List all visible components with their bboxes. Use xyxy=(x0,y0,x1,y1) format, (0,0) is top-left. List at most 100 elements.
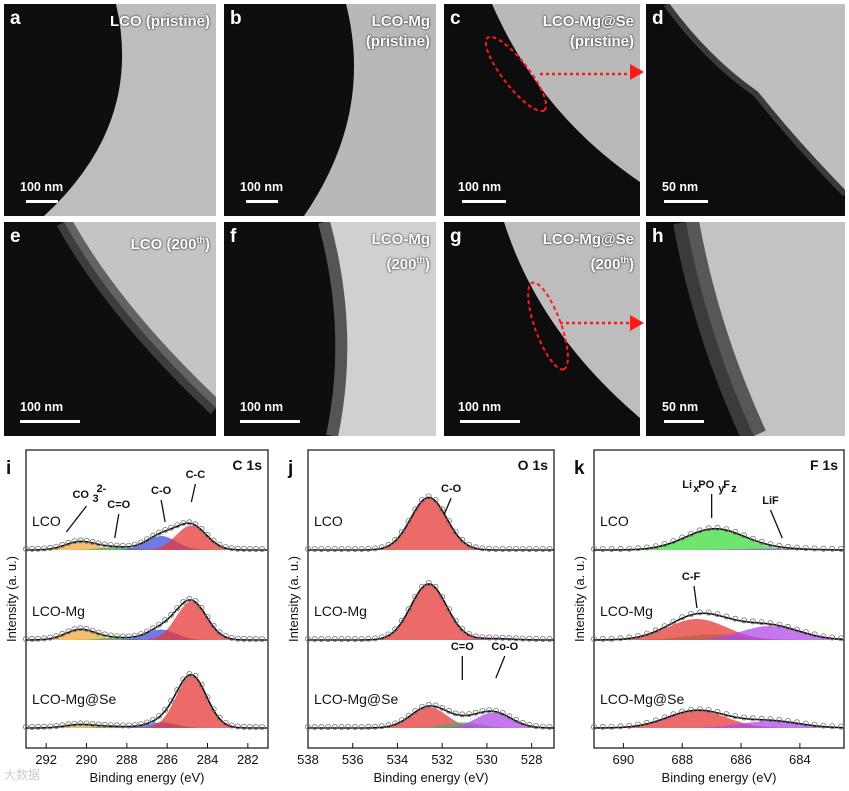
chart-i-2-marker xyxy=(204,694,211,701)
chart-j-2-marker xyxy=(459,711,466,718)
chart-k-1-marker xyxy=(758,619,765,626)
chart-k-1-marker xyxy=(793,626,800,633)
chart-j-tick-label-0: 538 xyxy=(297,752,319,767)
chart-i-0-marker xyxy=(210,537,217,544)
chart-i-2-marker xyxy=(168,697,175,704)
chart-j-2-marker xyxy=(419,703,426,710)
scale-bar-e xyxy=(20,420,80,423)
chart-k-title: F 1s xyxy=(810,457,838,473)
chart-j-2-marker xyxy=(472,709,479,716)
scale-bar-d xyxy=(664,200,708,203)
chart-j-xlabel: Binding energy (eV) xyxy=(374,770,489,785)
chart-i-2-marker xyxy=(240,723,247,730)
chart-j-2-marker xyxy=(513,716,520,723)
chart-i-2-marker xyxy=(47,723,54,730)
chart-k-0-marker xyxy=(661,541,668,548)
chart-k-1-marker xyxy=(785,623,792,630)
chart-j-2-component-1 xyxy=(308,722,554,728)
chart-k-2-marker xyxy=(776,716,783,723)
chart-i-2-marker xyxy=(143,719,150,726)
panel-title-g: LCO-Mg@Se (200th) xyxy=(543,230,634,275)
chart-k-0-component-2 xyxy=(594,548,844,550)
chart-k-2-marker xyxy=(829,723,836,730)
tem-image-a xyxy=(4,4,216,216)
chart-k-2-marker xyxy=(696,706,703,713)
chart-j-2-marker xyxy=(499,709,506,716)
chart-j-0-marker xyxy=(351,546,358,553)
chart-i-1-marker xyxy=(228,634,235,641)
chart-k-2-marker xyxy=(626,722,633,729)
chart-i-0-marker xyxy=(59,541,66,548)
chart-k-1-marker xyxy=(591,635,598,642)
tem-panel-h: h 50 nm xyxy=(646,222,845,436)
chart-k-tick-label-0: 690 xyxy=(613,752,635,767)
chart-i-0-component-3 xyxy=(26,525,268,550)
chart-i-ann-3: C=O xyxy=(107,499,130,511)
chart-k-1-marker xyxy=(838,635,845,642)
chart-j-0-marker xyxy=(365,545,372,552)
chart-i-1-marker xyxy=(216,629,223,636)
chart-i-1-marker xyxy=(119,633,126,640)
chart-i-0-marker xyxy=(71,538,78,545)
chart-i-2-marker xyxy=(174,686,181,693)
panel-letter-f: f xyxy=(230,226,237,247)
chart-k-ann-1: x xyxy=(693,483,700,495)
scale-label-a: 100 nm xyxy=(20,180,64,194)
chart-i-0-marker xyxy=(35,545,42,552)
chart-i-2-marker xyxy=(228,722,235,729)
chart-k-0-marker xyxy=(688,530,695,537)
chart-k-0-marker xyxy=(741,532,748,539)
chart-k-tick-label-2: 686 xyxy=(730,752,752,767)
chart-i-1-marker xyxy=(125,633,132,640)
chart-i-1-marker xyxy=(198,604,205,611)
chart-j-0-component-0 xyxy=(308,497,554,550)
chart-i-0-marker xyxy=(101,541,108,548)
chart-i-2-marker xyxy=(35,723,42,730)
tem-panel-c: c LCO-Mg@Se (pristine) 100 nm xyxy=(444,4,640,216)
chart-j-2-marker xyxy=(378,723,385,730)
chart-k-series-label-2: LCO-Mg@Se xyxy=(600,691,684,707)
chart-i-0-marker xyxy=(162,527,169,534)
chart-j-1-marker xyxy=(533,635,540,642)
chart-j-2-marker xyxy=(311,723,318,730)
chart-i-series-label-0: LCO xyxy=(32,513,61,529)
chart-j-1-marker xyxy=(445,606,452,613)
chart-j-2-marker xyxy=(432,702,439,709)
chart-k-2-marker xyxy=(820,722,827,729)
chart-i-ylabel: Intensity (a. u.) xyxy=(4,556,19,642)
chart-k-2-marker xyxy=(652,717,659,724)
scale-label-f: 100 nm xyxy=(240,400,284,414)
tem-image-g xyxy=(444,222,640,436)
scale-label-g: 100 nm xyxy=(458,400,502,414)
chart-i-0-marker xyxy=(168,524,175,531)
chart-j-1-marker xyxy=(546,635,553,642)
chart-i-2-marker xyxy=(59,722,66,729)
panel-title-g-end: ) xyxy=(629,256,634,273)
chart-i-0-marker xyxy=(186,519,193,526)
chart-k-0-marker xyxy=(838,545,845,552)
chart-i-arrow-1 xyxy=(114,513,120,539)
chart-i-tick-label-2: 288 xyxy=(116,752,138,767)
chart-j-1-marker xyxy=(311,635,318,642)
chart-j-tick-label-1: 536 xyxy=(342,752,364,767)
chart-i-tick-label-5: 282 xyxy=(237,752,259,767)
chart-k-2-component-1 xyxy=(594,710,844,728)
chart-i-tick-label-0: 292 xyxy=(35,752,57,767)
tem-image-h xyxy=(646,222,845,436)
chart-k-ann-5: z xyxy=(731,483,737,495)
chart-i-1-marker xyxy=(156,621,163,628)
chart-i-2-marker xyxy=(95,721,102,728)
chart-k-1-marker xyxy=(643,630,650,637)
chart-i-ann-4: C-O xyxy=(151,485,172,497)
chart-j-1-marker xyxy=(325,635,332,642)
chart-k-0-marker xyxy=(767,541,774,548)
chart-k-1-marker xyxy=(599,635,606,642)
chart-j-series-label-0: LCO xyxy=(314,513,343,529)
chart-j-2-marker xyxy=(398,717,405,724)
chart-i-1-marker xyxy=(174,605,181,612)
chart-j-1-marker xyxy=(345,635,352,642)
chart-j-arrow-2 xyxy=(495,655,506,679)
chart-k-1-marker xyxy=(626,634,633,641)
chart-k-0-marker xyxy=(652,543,659,550)
chart-k-0-component-0 xyxy=(594,529,844,550)
